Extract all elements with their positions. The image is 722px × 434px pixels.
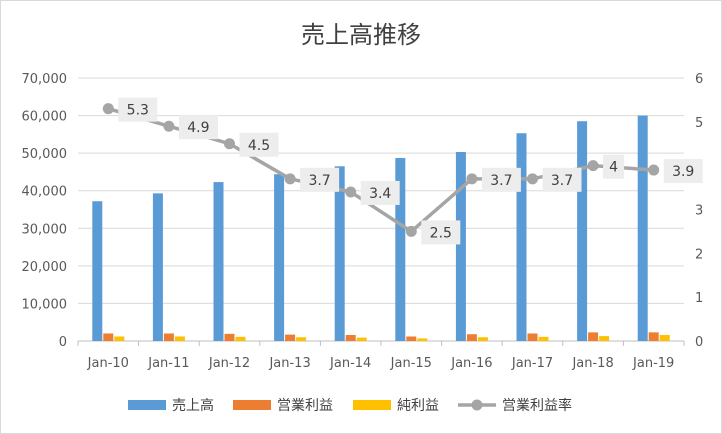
- line-point: [224, 138, 235, 150]
- line-point: [527, 173, 538, 185]
- line-point: [648, 164, 660, 176]
- line-point: [163, 120, 175, 132]
- legend-marker: [471, 399, 483, 411]
- bar-営業利益: [466, 334, 477, 341]
- data-label-box: [300, 167, 340, 192]
- bar-営業利益: [224, 333, 235, 341]
- data-label-box: [481, 167, 521, 192]
- y-left-tick-label: 40,000: [22, 185, 68, 200]
- bar-純利益: [599, 336, 610, 341]
- data-label-box: [663, 159, 703, 184]
- x-tick-label: Jan-18: [571, 356, 613, 371]
- line-point: [466, 173, 478, 185]
- data-label: 4: [609, 160, 618, 176]
- data-label-box: [603, 154, 625, 179]
- bar-純利益: [538, 336, 549, 341]
- line-point: [284, 173, 296, 185]
- x-tick-label: Jan-10: [87, 356, 129, 371]
- legend-label: 売上高: [172, 397, 214, 414]
- x-tick-label: Jan-15: [390, 356, 432, 371]
- bar-営業利益: [103, 333, 114, 341]
- bar-売上高: [577, 121, 588, 341]
- y-right-tick-label: 1: [695, 291, 703, 306]
- bar-売上高: [516, 133, 527, 341]
- chart-title: 売上高推移: [301, 21, 421, 49]
- bar-売上高: [455, 152, 466, 341]
- x-tick-label: Jan-11: [147, 356, 189, 371]
- y-left-tick-label: 10,000: [22, 297, 68, 312]
- y-left-tick-label: 0: [59, 335, 67, 350]
- y-left-tick-label: 60,000: [22, 110, 68, 125]
- legend-label: 営業利益率: [502, 397, 572, 414]
- line-point: [102, 103, 114, 115]
- bar-売上高: [92, 201, 103, 341]
- data-label-box: [239, 132, 279, 157]
- data-label-box: [178, 115, 218, 140]
- data-label: 3.4: [369, 186, 391, 202]
- data-label-box: [542, 167, 582, 192]
- legend-swatch: [128, 400, 166, 410]
- bar-営業利益: [588, 332, 599, 341]
- y-left-tick-label: 70,000: [22, 72, 68, 87]
- bar-売上高: [637, 115, 648, 341]
- data-label: 2.5: [430, 225, 452, 241]
- bar-営業利益: [406, 336, 417, 341]
- x-tick-label: Jan-13: [268, 356, 310, 371]
- bar-純利益: [296, 337, 307, 341]
- y-right-tick-label: 3: [695, 204, 703, 219]
- line-point: [587, 160, 599, 172]
- data-label: 3.9: [672, 164, 694, 180]
- y-right-tick-label: 2: [695, 247, 703, 262]
- bar-営業利益: [163, 333, 174, 341]
- bar-売上高: [274, 174, 285, 341]
- x-tick-label: Jan-12: [208, 356, 250, 371]
- bar-純利益: [114, 336, 125, 341]
- legend-swatch: [353, 400, 391, 410]
- bar-営業利益: [285, 334, 296, 341]
- bar-営業利益: [527, 333, 538, 341]
- bar-売上高: [152, 193, 163, 341]
- bar-営業利益: [648, 332, 659, 341]
- bar-売上高: [334, 166, 345, 341]
- y-left-tick-label: 50,000: [22, 147, 68, 162]
- y-right-tick-label: 6: [695, 72, 703, 87]
- legend-label: 営業利益: [277, 398, 333, 414]
- data-label: 3.7: [308, 173, 330, 189]
- bar-売上高: [213, 182, 224, 341]
- data-label-box: [421, 220, 461, 245]
- data-label: 4.5: [248, 138, 270, 154]
- data-label: 3.7: [490, 173, 512, 189]
- data-label: 4.9: [187, 120, 209, 136]
- data-label: 5.3: [127, 103, 149, 119]
- data-label: 3.7: [551, 173, 573, 189]
- x-tick-label: Jan-14: [329, 356, 371, 371]
- x-tick-label: Jan-19: [632, 356, 674, 371]
- legend-label: 純利益: [397, 398, 439, 414]
- line-point: [345, 186, 357, 198]
- bar-純利益: [174, 336, 185, 341]
- bar-純利益: [417, 338, 428, 341]
- x-tick-label: Jan-17: [511, 356, 553, 371]
- x-tick-label: Jan-16: [450, 356, 492, 371]
- data-label-box: [118, 97, 158, 122]
- y-left-tick-label: 30,000: [22, 222, 68, 237]
- y-right-tick-label: 5: [695, 116, 703, 131]
- bar-営業利益: [345, 334, 356, 341]
- bar-純利益: [659, 334, 670, 341]
- y-right-tick-label: 0: [695, 335, 703, 350]
- line-point: [405, 225, 417, 237]
- data-label-box: [360, 180, 400, 205]
- bar-純利益: [235, 336, 246, 341]
- bar-純利益: [477, 337, 488, 341]
- y-left-tick-label: 20,000: [22, 260, 68, 275]
- bar-純利益: [356, 337, 367, 341]
- legend-swatch: [233, 400, 271, 410]
- bar-売上高: [395, 158, 406, 341]
